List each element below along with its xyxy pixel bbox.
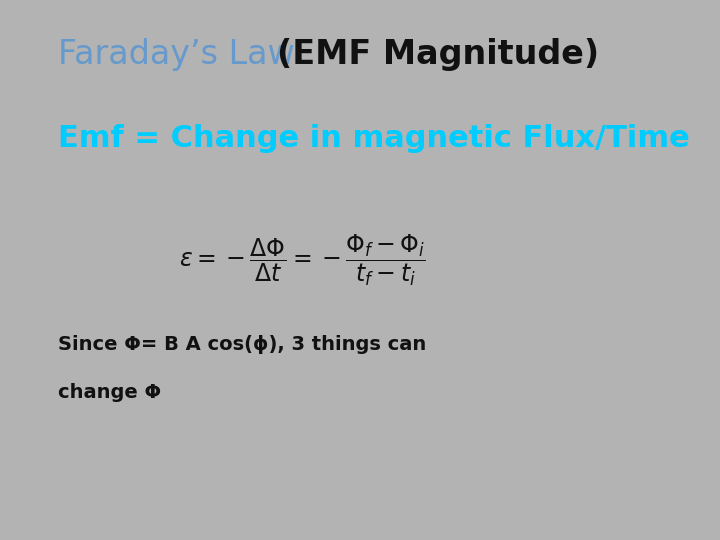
Text: Faraday’s Law: Faraday’s Law bbox=[58, 38, 305, 71]
Text: Since Φ= B A cos(ϕ), 3 things can: Since Φ= B A cos(ϕ), 3 things can bbox=[58, 335, 426, 354]
Text: $\varepsilon = -\dfrac{\Delta\Phi}{\Delta t} = -\dfrac{\Phi_f - \Phi_i}{t_f - t_: $\varepsilon = -\dfrac{\Delta\Phi}{\Delt… bbox=[179, 232, 426, 288]
Text: Emf = Change in magnetic Flux/Time: Emf = Change in magnetic Flux/Time bbox=[58, 124, 689, 153]
Text: change Φ: change Φ bbox=[58, 383, 161, 402]
Text: (EMF Magnitude): (EMF Magnitude) bbox=[277, 38, 599, 71]
